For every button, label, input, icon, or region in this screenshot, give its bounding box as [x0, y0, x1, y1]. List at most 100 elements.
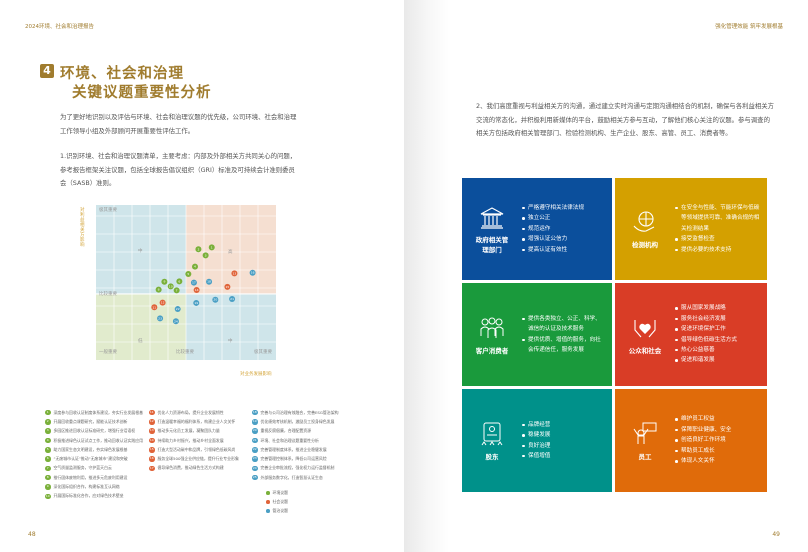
stakeholder-expectation: 促进和谐发展 — [675, 355, 737, 365]
legend-item: 17 倡导绿色消费，推动绿色生活方式构建 — [149, 464, 259, 473]
legend-item: 3 多园区推进回收认证标准研究，增强行业话语权 — [45, 427, 155, 436]
point-label: 11 — [152, 305, 156, 309]
legend-text: 深度参与回收认证制度体系建设，夯实行业发展根基 — [53, 409, 143, 415]
data-point: 7 — [173, 287, 180, 294]
stakeholder-grid: 政府相关管理部门 严格遵守相关法律法规 独立公正 规范运作 增强认证公信力 提高认证有效性… — [462, 178, 767, 492]
data-point: 19 — [193, 299, 200, 306]
left-page: 2024环境、社会和治理报告 4 环境、社会和治理 关键议题重要性分析 为了更好… — [25, 24, 362, 538]
stakeholder-tile: 客户消费者 提供各类独立、公正、科学、诚信的认证及技术服务 提供优质、增值的服务，向… — [462, 283, 612, 386]
legend-item: 25 外部服务数字化，打造智慧认证生态 — [252, 473, 362, 482]
data-point: 13 — [231, 270, 238, 277]
report-header: 2024环境、社会和治理报告 — [25, 24, 94, 30]
legend-text: 完善企业审批流程，强化权力运行监督机制 — [260, 465, 335, 471]
stakeholder-expectation: 体现人文关怀 — [675, 456, 731, 466]
stakeholder-name: 检测机构 — [632, 241, 658, 249]
legend-text: 推行固体废物利用，推进多元危废利用建设 — [53, 474, 128, 480]
heart-hands-icon — [634, 319, 656, 337]
data-point: 15 — [224, 283, 231, 290]
legend-social: 11 优化人力资源布局，提升企业发展韧性 12 打造温暖幸福的福利体系，构建企业人文关… — [149, 408, 259, 473]
point-label: 18 — [207, 280, 211, 284]
data-point: 23 — [157, 315, 164, 322]
legend-item: 23 完善管理控制体系，降低公司运营风险 — [252, 454, 362, 463]
legend-item: 15 打造大型活动碳中和品牌，引领绿色低碳风尚 — [149, 445, 259, 454]
stakeholder-tile: 政府相关管理部门 严格遵守相关法律法规 独立公正 规范运作 增强认证公信力 提高认证有效性 — [462, 178, 612, 280]
quadrant-label: 中 — [228, 339, 233, 344]
stakeholder-expectation: 提供各类独立、公正、科学、诚信的认证及技术服务 — [522, 314, 606, 335]
stakeholder-name: 政府相关管理部门 — [475, 236, 509, 254]
legend-number: 12 — [149, 419, 155, 425]
legend-number: 19 — [252, 419, 258, 425]
expectation-list: 严格遵守相关法律法规 独立公正 规范运作 增强认证公信力 提高认证有效性 — [522, 203, 590, 255]
legend-number: 13 — [149, 428, 155, 434]
data-point: 14 — [193, 286, 200, 293]
stakeholder-expectation: 接受监督检查 — [675, 234, 761, 244]
stakeholder-expectation: 创造良好工作环境 — [675, 435, 731, 445]
quadrant-top-left — [96, 205, 186, 294]
point-label: 13 — [233, 271, 237, 275]
point-label: 12 — [161, 301, 165, 305]
legend-text: “无废城市认证”推动“无废城市”建设和突破 — [53, 456, 128, 462]
point-label: 23 — [158, 316, 162, 320]
stakeholder-expectation: 促进环境保护工作 — [675, 324, 737, 334]
legend-number: 5 — [45, 447, 51, 453]
certificate-icon — [481, 422, 503, 445]
globe-hand-icon — [633, 211, 655, 232]
stakeholder-tile: 股东 品牌经营 稳健发展 良好治理 保值增值 — [462, 389, 612, 492]
y-tick-low: 一般重要 — [99, 350, 117, 355]
legend-item: 8 推行固体废物利用，推进多元危废利用建设 — [45, 473, 155, 482]
stakeholder-expectation: 维护员工权益 — [675, 414, 731, 424]
stakeholder-expectation: 在安全与性能、节能环保与低碳等领域提供可靠、准确合规的相关检测结果 — [675, 203, 761, 234]
stakeholder-expectation: 服务社会经济发展 — [675, 314, 737, 324]
legend-number: 2 — [45, 419, 51, 425]
data-point: 20 — [212, 296, 219, 303]
stakeholder-name: 客户消费者 — [475, 346, 509, 355]
legend-item: 10 开展国际标准化合作，应对绿色技术壁垒 — [45, 492, 155, 501]
stakeholder-expectation: 保障职业健康、安全 — [675, 425, 731, 435]
legend-number: 8 — [45, 474, 51, 481]
right-page: 强化管理效能 筑牢发展根基 2、我们高度重视与利益相关方的沟通，通过建立实时沟通… — [404, 0, 808, 552]
legend-text: 优化人力资源布局，提升企业发展韧性 — [157, 409, 224, 415]
step1-paragraph: 1.识别环境、社会和治理议题清单，主要考虑：内部及外部相关方共同关心的问题，参考… — [60, 152, 297, 187]
stakeholder-expectation: 良好治理 — [522, 441, 550, 451]
y-tick-high: 极其重要 — [99, 208, 117, 213]
stakeholder-tile: 公众和社会 服从国家发展战略 服务社会经济发展 促进环境保护工作 倡导绿色低碳生活方式热… — [615, 283, 767, 386]
legend-number: 23 — [252, 456, 258, 462]
stakeholder-expectation: 增强认证公信力 — [522, 234, 584, 244]
point-label: 6 — [178, 279, 180, 283]
legend-item: 1 深度参与回收认证制度体系建设，夯实行业发展根基 — [45, 408, 155, 417]
legend-item: 19 优化绩效考核机制，激励员工投身绿色发展 — [252, 417, 362, 426]
point-label: 7 — [176, 288, 178, 292]
legend-number: 16 — [149, 456, 155, 462]
y-tick-mid: 比较重要 — [99, 292, 117, 297]
data-point: 18 — [206, 278, 213, 285]
section-header: 强化管理效能 筑牢发展根基 — [715, 24, 783, 30]
legend-number: 11 — [149, 409, 155, 416]
point-label: 20 — [213, 298, 217, 302]
data-point: 9 — [161, 278, 168, 285]
stakeholder-expectation: 倡导绿色低碳生活方式 — [675, 335, 737, 345]
legend-text: 优化绩效考核机制，激励员工投身绿色发展 — [260, 418, 335, 424]
legend-text: 推动多元化员工发展，凝聚团队力量 — [157, 428, 220, 434]
data-point: 1 — [208, 244, 215, 251]
legend-item: 2 开展回收重点课题研究，赋能认证技术创新 — [45, 417, 155, 426]
stakeholder-expectation: 提高认证有效性 — [522, 245, 584, 255]
legend-item: 13 推动多元化员工发展，凝聚团队力量 — [149, 427, 259, 436]
expectation-list: 提供各类独立、公正、科学、诚信的认证及技术服务 提供优质、增值的服务，向社会传递信… — [522, 314, 612, 356]
x-axis-label: 对业务发展影响 — [240, 372, 272, 377]
legend-text: 外部服务数字化，打造智慧认证生态 — [260, 474, 323, 480]
stakeholder-expectation: 保值增值 — [522, 451, 550, 461]
legend-item: 9 深化国际组织合作，构建标准互认网络 — [45, 482, 155, 491]
legend-text: 空气质量监测服务，守护蓝天白云 — [53, 465, 112, 471]
y-axis-label: 对利益相关方影响 — [80, 208, 85, 248]
legend-number: 14 — [149, 437, 155, 444]
expectation-list: 服从国家发展战略 服务社会经济发展 促进环境保护工作 倡导绿色低碳生活方式 热心公益慈善… — [675, 303, 743, 365]
legend-item: 16 服务全球500强企业供应链，提升行业专业形象 — [149, 454, 259, 463]
legend-text: 打造温暖幸福的福利体系，构建企业人文关怀 — [157, 418, 236, 424]
point-label: 14 — [195, 288, 199, 292]
stakeholder-tile: 员工 维护员工权益 保障职业健康、安全 创造良好工作环境 帮助员工成长 体现人文关怀 — [615, 389, 767, 492]
key-social: 社会议题 — [266, 499, 288, 505]
legend-text: 重视反腐倡廉，合理配置资源 — [260, 428, 312, 434]
legend-text: 助力国家生态文明建设，夯实绿色发展根基 — [53, 446, 128, 452]
stakeholder-expectation: 独立公正 — [522, 213, 584, 223]
stakeholder-expectation: 服从国家发展战略 — [675, 303, 737, 313]
